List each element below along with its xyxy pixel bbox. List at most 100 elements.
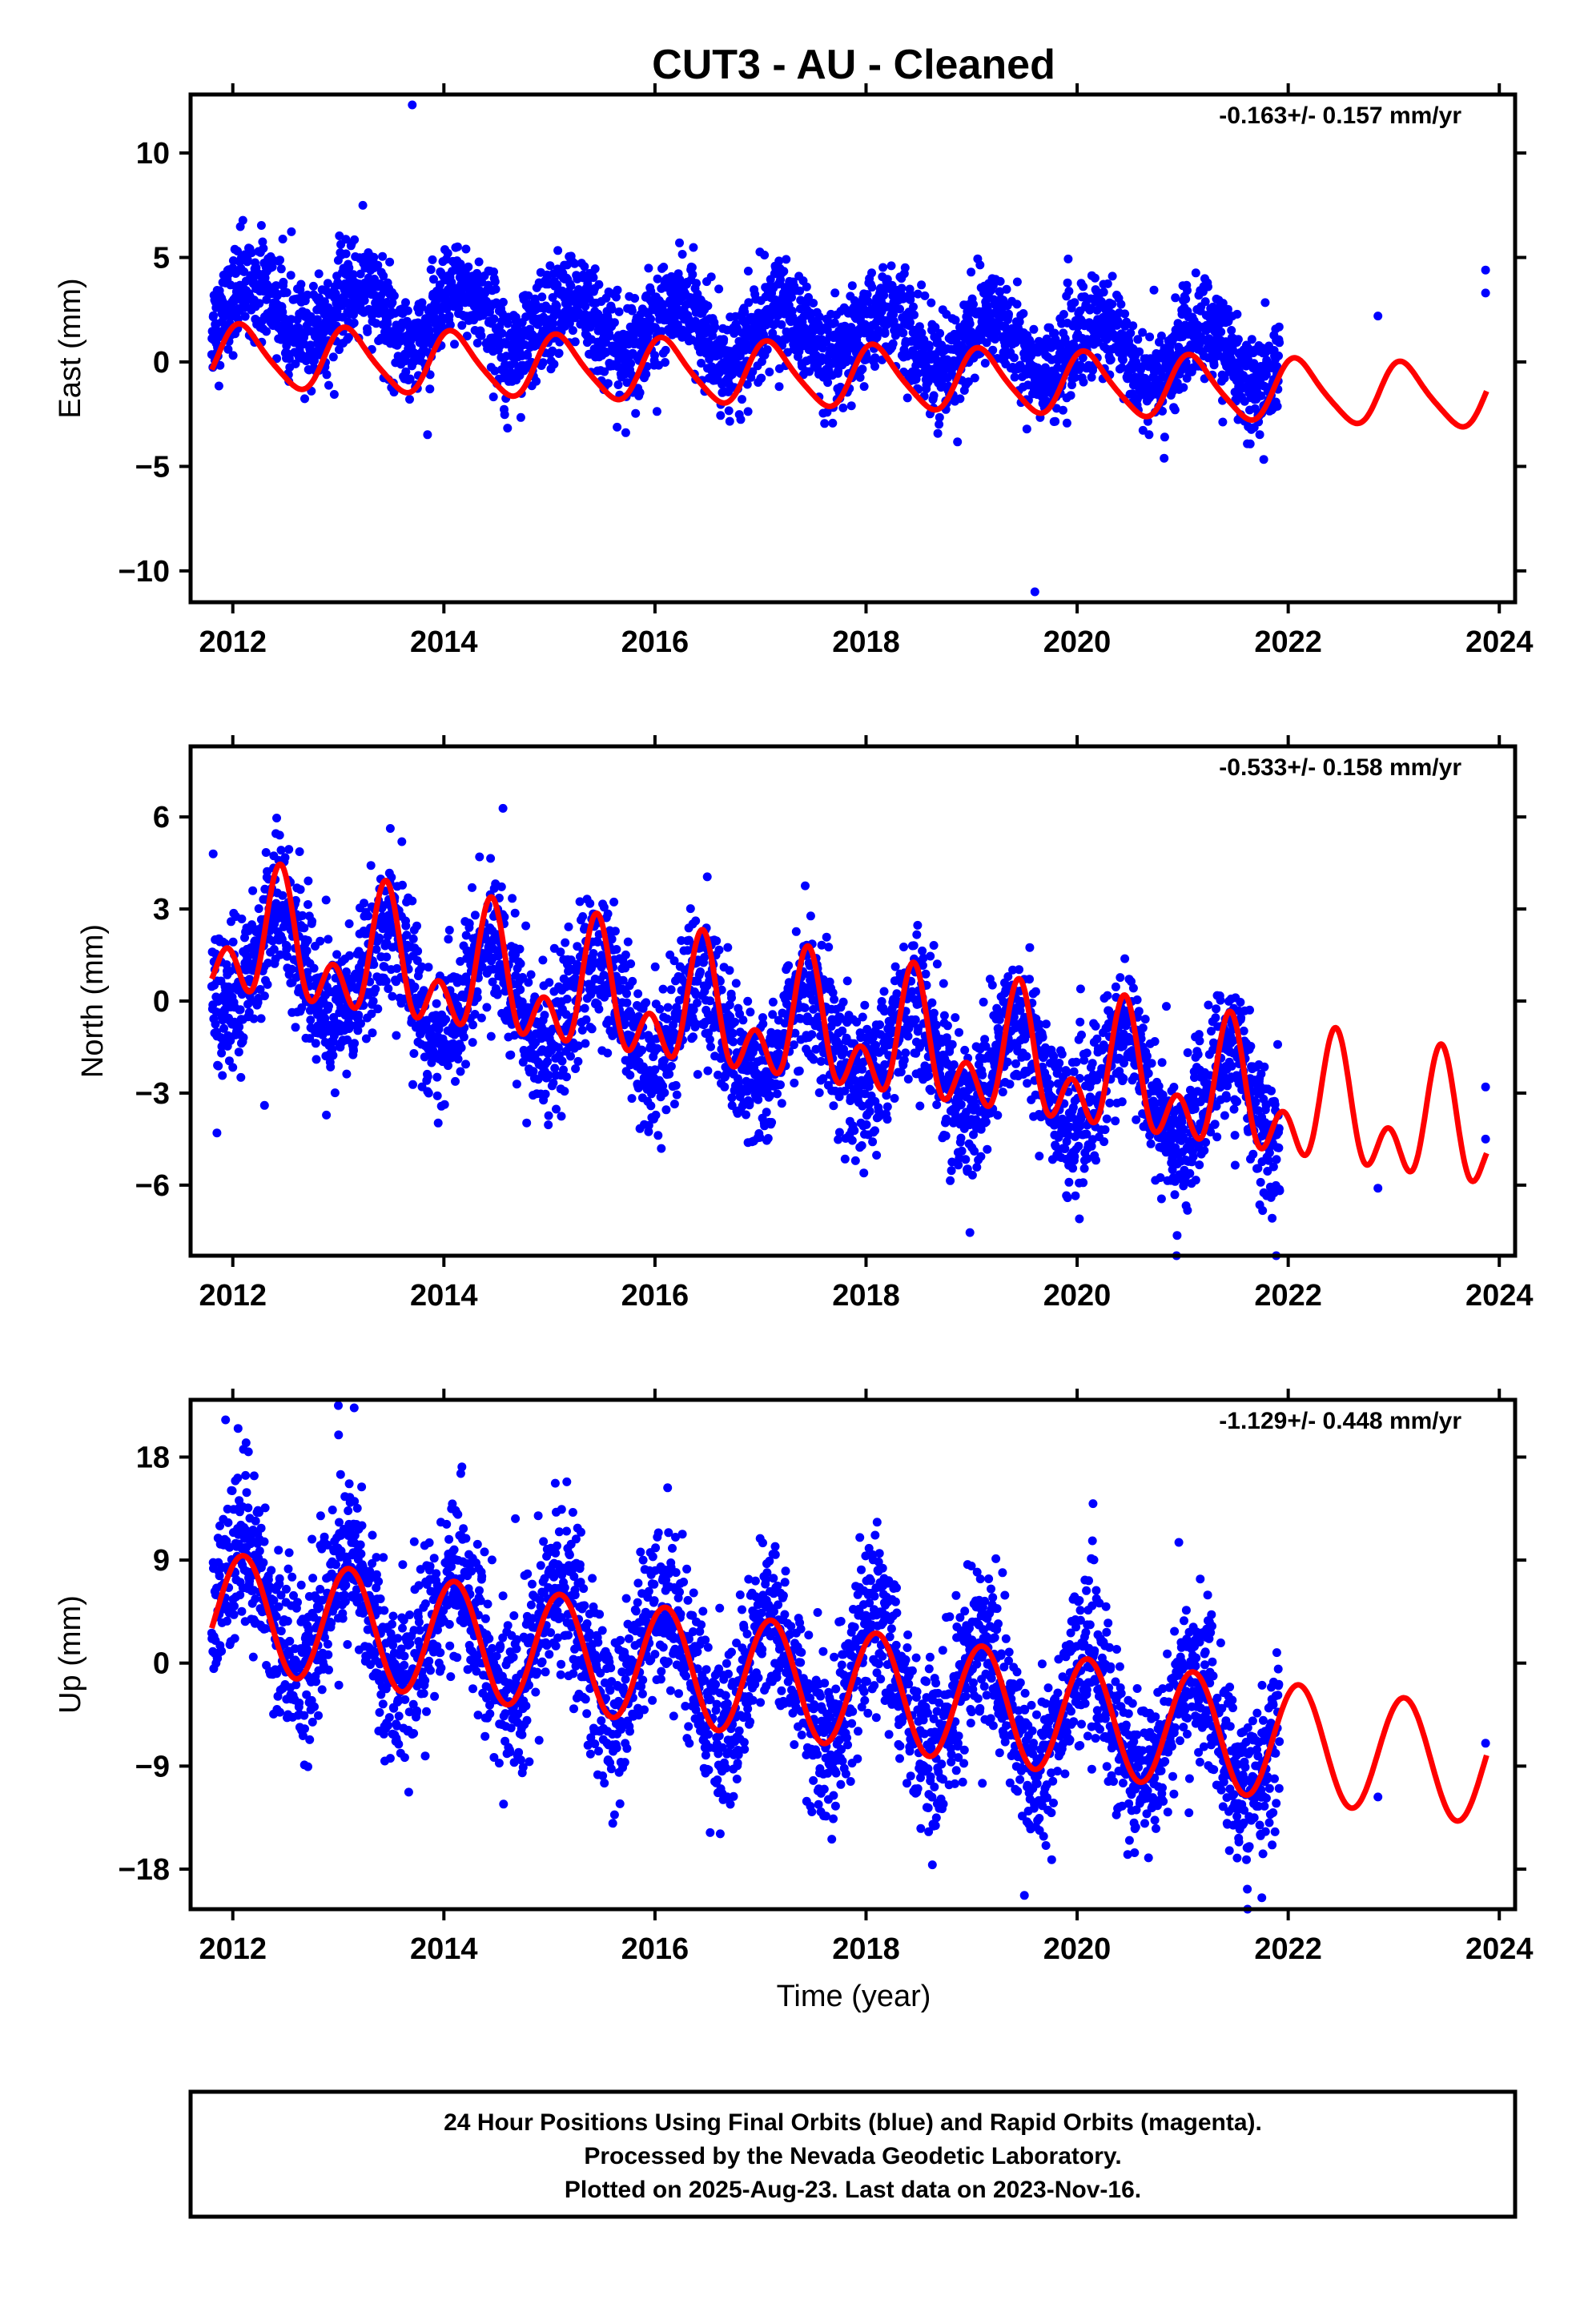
east-data-point (489, 267, 498, 276)
north-data-point (628, 976, 637, 986)
north-data-point (526, 970, 536, 979)
east-data-point (568, 326, 577, 336)
east-data-point (259, 243, 268, 253)
north-data-point (228, 1063, 238, 1072)
north-data-point (412, 921, 421, 931)
east-data-point (523, 351, 533, 360)
east-data-point (1066, 391, 1075, 400)
east-data-point (641, 369, 651, 379)
north-data-point (321, 895, 331, 905)
north-data-point (360, 899, 368, 908)
east-data-point (239, 267, 249, 276)
north-data-point (621, 950, 630, 959)
north-data-point (398, 880, 407, 890)
east-data-point (1012, 277, 1022, 287)
north-data-point (720, 1082, 730, 1092)
north-data-point (408, 934, 418, 943)
east-data-point (349, 318, 359, 328)
east-data-point (627, 306, 637, 316)
east-y-tick-label: 0 (153, 346, 170, 380)
east-rate-annotation: -0.163+/- 0.157 mm/yr (1219, 103, 1461, 129)
east-data-point (538, 358, 548, 368)
north-data-point (544, 1120, 553, 1130)
north-data-point (382, 952, 392, 962)
north-data-point (672, 1090, 681, 1100)
east-data-point (1108, 300, 1117, 309)
east-data-point (348, 270, 358, 279)
north-data-point (373, 1004, 383, 1014)
east-data-point (858, 364, 867, 374)
east-data-point (344, 332, 353, 342)
north-data-point (540, 1011, 549, 1020)
east-data-point (214, 381, 223, 391)
east-data-point (207, 327, 217, 336)
north-data-point (282, 941, 291, 951)
east-data-point (917, 280, 927, 290)
east-data-point (675, 238, 684, 247)
north-data-point (472, 993, 482, 1003)
east-data-point (1120, 309, 1130, 319)
north-data-point (461, 1059, 470, 1069)
north-data-point (730, 1017, 739, 1027)
east-data-point (491, 284, 501, 294)
east-data-point (488, 392, 498, 402)
north-data-point (444, 935, 453, 944)
north-data-point (538, 955, 548, 965)
east-data-point (1218, 417, 1228, 427)
east-data-point (600, 367, 609, 376)
north-data-point (291, 1023, 300, 1032)
east-data-point (1012, 300, 1022, 309)
north-data-point (482, 1003, 492, 1012)
north-data-point (703, 1066, 713, 1076)
east-data-point (677, 250, 687, 259)
north-data-point (557, 1056, 567, 1066)
east-data-point (782, 255, 791, 264)
east-data-point (621, 428, 630, 437)
north-data-point (633, 989, 643, 999)
north-data-point (521, 921, 531, 931)
east-data-point (240, 312, 250, 321)
north-data-point (433, 1118, 443, 1128)
north-data-point (304, 876, 313, 886)
north-data-point (453, 1055, 463, 1063)
east-data-point (900, 263, 910, 272)
east-data-point (703, 301, 713, 311)
east-data-point (328, 352, 338, 362)
east-data-point (744, 298, 754, 308)
east-data-point (870, 362, 879, 371)
east-data-point (967, 267, 976, 277)
north-data-point (381, 976, 391, 986)
east-data-point (549, 319, 557, 328)
north-data-point (549, 1078, 558, 1088)
east-data-point (296, 279, 306, 289)
north-data-point (308, 916, 317, 926)
east-data-point (661, 345, 670, 355)
east-data-point (1010, 372, 1019, 382)
east-data-point (372, 319, 381, 328)
east-data-point (405, 395, 414, 404)
north-data-point (577, 1025, 587, 1035)
north-data-point (468, 1020, 477, 1030)
north-data-point (476, 1013, 486, 1023)
east-data-point (846, 401, 856, 411)
east-data-point (258, 237, 267, 247)
east-data-point (373, 260, 383, 270)
east-data-point (614, 307, 624, 316)
north-data-point (556, 947, 565, 957)
east-data-point (329, 390, 339, 399)
east-data-point (609, 318, 619, 328)
east-data-point (838, 403, 848, 412)
east-data-point (356, 269, 365, 279)
east-data-point (906, 318, 915, 328)
east-data-point (1144, 430, 1154, 440)
north-data-point (401, 921, 411, 931)
east-data-point (279, 277, 288, 287)
east-data-point (262, 295, 271, 304)
north-data-point (413, 947, 423, 956)
east-data-point (524, 291, 533, 300)
east-data-point (580, 262, 589, 271)
east-data-point (306, 340, 316, 350)
north-data-point (284, 845, 294, 854)
east-x-tick-label: 2016 (621, 625, 689, 659)
